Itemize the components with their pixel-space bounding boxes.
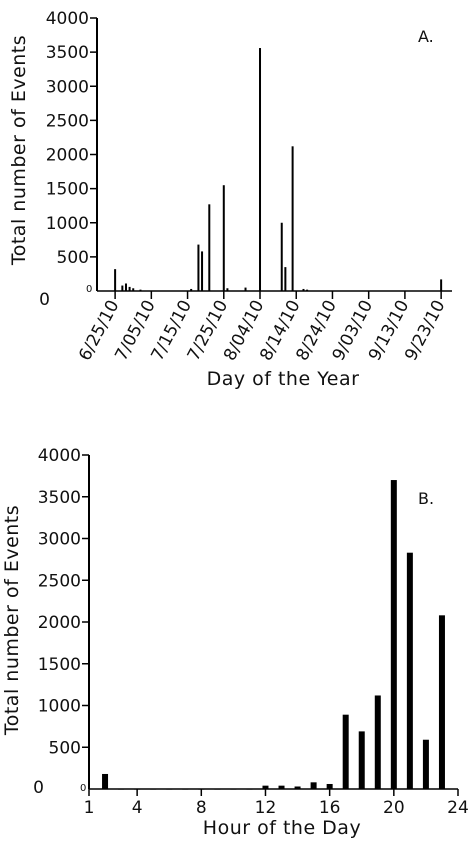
panel-b-y-tick-label: 1500 [38, 655, 81, 675]
panel-a-y-axis-title: Total number of Events [8, 35, 30, 266]
panel-b-axes [82, 454, 459, 796]
panel-b-bar [342, 714, 349, 789]
panel-a-zero-label: 0 [86, 284, 92, 295]
panel-b-y-tick-label: 4000 [38, 446, 81, 466]
panel-a-x-tick-labels: 6/25/107/05/107/15/107/25/108/04/108/14/… [75, 297, 449, 364]
panel-b-y-tick-label: 0 [33, 778, 44, 798]
panel-b-x-tick-label: 16 [319, 798, 341, 818]
panel-a-bar [440, 279, 443, 291]
panel-b-x-tick-label: 8 [196, 798, 207, 818]
panel-b-bars [102, 480, 445, 790]
panel-b-x-tick-labels: 1 4 8 12 16 20 24 [84, 798, 469, 818]
panel-b-zero-label: 0 [80, 783, 86, 794]
panel-a-bar [197, 244, 200, 291]
panel-a-bar [190, 288, 193, 291]
panel-a-y-tick-label: 4000 [46, 9, 89, 29]
panel-a-bar [132, 288, 135, 291]
panel-a-y-tick-label: 1500 [46, 180, 89, 200]
panel-a-y-tick-label: 3500 [46, 43, 89, 63]
panel-b-x-tick-label: 24 [447, 798, 469, 818]
panel-b-bar [390, 480, 397, 789]
panel-a-y-tick-label: 0 [39, 290, 50, 310]
panel-b-y-tick-label: 500 [49, 738, 81, 758]
panel-a-bar [201, 251, 204, 291]
panel-b-x-axis-title: Hour of the Day [203, 817, 361, 839]
panel-a-y-tick-label: 2500 [46, 111, 89, 131]
panel-a-bar [114, 269, 117, 291]
panel-a-bar [121, 285, 124, 291]
panel-b-bar [310, 782, 317, 789]
panel-b-bar [374, 695, 381, 789]
panel-b-bar [422, 739, 429, 789]
panel-b-bar [278, 785, 285, 789]
panel-a-bar [284, 267, 287, 291]
panel-b-x-tick-label: 1 [84, 798, 95, 818]
panel-a-y-tick-label: 1000 [46, 214, 89, 234]
panel-a-label: A. [418, 27, 434, 46]
panel-b-bar [406, 552, 413, 789]
panel-a-y-tick-labels: 0 500 1000 1500 2000 2500 3000 3500 4000 [39, 9, 89, 310]
panel-a-bar [302, 288, 305, 291]
panel-a-bar [128, 286, 131, 291]
panel-b-x-tick-label: 4 [132, 798, 143, 818]
panel-a-bar [291, 146, 294, 291]
panel-a-bar [259, 48, 262, 291]
panel-b-y-tick-label: 1000 [38, 697, 81, 717]
panel-a-bar [226, 288, 229, 291]
panel-a-axes [90, 17, 452, 299]
panel-a-x-axis-title: Day of the Year [207, 368, 360, 390]
panel-a-bar [208, 204, 211, 291]
panel-b-bar [262, 785, 269, 789]
panel-b-bar [438, 615, 445, 789]
panel-a-y-tick-label: 500 [57, 248, 89, 268]
panel-b-y-tick-label: 2000 [38, 613, 81, 633]
panel-b-bar [294, 786, 301, 789]
panel-b-bar [358, 731, 365, 789]
panel-b-y-tick-label: 3000 [38, 530, 81, 550]
panel-a-bar [124, 283, 127, 291]
panel-a-chart: Total number of Events A. 0 500 1000 1500 20… [8, 9, 452, 390]
panel-b-bar [326, 783, 333, 789]
panel-a-bar [244, 287, 247, 291]
panel-b-y-tick-label: 3500 [38, 488, 81, 508]
panel-b-label: B. [418, 489, 434, 508]
panel-b-x-tick-label: 20 [383, 798, 405, 818]
panel-b-y-tick-label: 2500 [38, 571, 81, 591]
panel-b-y-axis-title: Total number of Events [1, 505, 23, 736]
panel-a-bar [280, 222, 283, 291]
panel-a-bar [222, 185, 225, 291]
panel-b-x-tick-label: 12 [255, 798, 277, 818]
panel-a-y-tick-label: 2000 [46, 146, 89, 166]
panel-a-bars [114, 48, 443, 291]
panel-a-y-tick-label: 3000 [46, 77, 89, 97]
panel-b-bar [102, 773, 109, 789]
panel-b-chart: Total number of Events B. 05001000150020… [1, 446, 469, 839]
